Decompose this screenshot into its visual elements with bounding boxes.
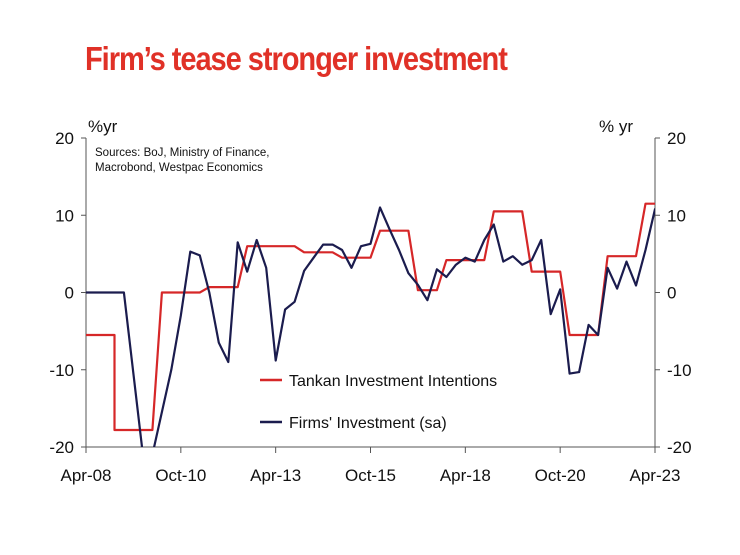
x-tick-label: Apr-18: [440, 466, 491, 485]
source-note-line-1: Sources: BoJ, Ministry of Finance,: [95, 147, 269, 159]
legend-label-tankan: Tankan Investment Intentions: [289, 373, 497, 390]
x-tick-label: Apr-23: [629, 466, 680, 485]
y-tick-label-right: 20: [667, 129, 686, 148]
y-tick-label-right: 10: [667, 206, 686, 225]
x-tick-label: Apr-08: [60, 466, 111, 485]
legend-label-firms-investment: Firms' Investment (sa): [289, 415, 447, 432]
y-tick-label-left: -10: [49, 361, 74, 380]
y-tick-label-right: 0: [667, 284, 676, 303]
y-tick-label-right: -20: [667, 438, 692, 457]
y-tick-label-left: -20: [49, 438, 74, 457]
y-tick-label-left: 10: [55, 206, 74, 225]
x-tick-label: Oct-20: [535, 466, 586, 485]
y-tick-label-left: 0: [65, 284, 74, 303]
y-tick-label-right: -10: [667, 361, 692, 380]
ticks-layer: 20 20 10 10 0 0 -10 -10 -20 -20 Apr-08 Oct-10 Apr-13…: [49, 129, 691, 485]
right-axis-unit: % yr: [599, 117, 633, 136]
series-line-tankan: [86, 202, 655, 432]
x-tick-label: Apr-13: [250, 466, 301, 485]
y-tick-label-left: 20: [55, 129, 74, 148]
lines-layer: [86, 202, 655, 447]
left-axis-unit: %yr: [88, 117, 118, 136]
x-tick-label: Oct-15: [345, 466, 396, 485]
series-line-firms-investment: [86, 206, 655, 447]
x-tick-label: Oct-10: [155, 466, 206, 485]
chart-title: Firm’s tease stronger investment: [85, 40, 508, 77]
source-note-line-2: Macrobond, Westpac Economics: [95, 162, 263, 174]
legend: Tankan Investment Intentions Firms' Inve…: [260, 373, 497, 432]
